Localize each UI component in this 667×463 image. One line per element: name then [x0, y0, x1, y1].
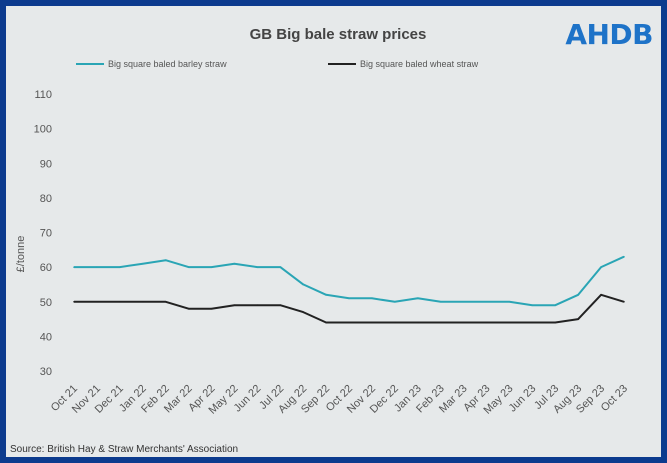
data-point: [416, 321, 419, 324]
y-axis-label: £/tonne: [15, 236, 27, 273]
data-point: [623, 300, 625, 303]
data-point: [256, 266, 259, 268]
y-tick-label: 30: [40, 366, 52, 378]
ahdb-logo: AHDB: [565, 18, 653, 51]
line-chart: GB Big bale straw prices Big square bale…: [15, 26, 630, 417]
data-point: [508, 321, 511, 324]
data-point: [325, 321, 327, 324]
legend: Big square baled barley straw Big square …: [76, 59, 479, 69]
y-tick-label: 40: [40, 331, 52, 343]
data-point: [371, 297, 373, 300]
y-tick-label: 100: [34, 124, 52, 136]
data-point: [187, 307, 190, 310]
data-point: [233, 262, 236, 265]
data-point: [485, 321, 488, 324]
y-axis: 30 40 50 60 70 80 90 100 110: [34, 89, 52, 378]
data-point: [302, 311, 304, 313]
data-point: [164, 259, 167, 261]
data-point: [531, 304, 534, 307]
y-tick-label: 50: [40, 297, 52, 309]
source-note: Source: British Hay & Straw Merchants' A…: [10, 444, 239, 455]
data-point: [439, 300, 442, 303]
data-point: [600, 266, 602, 268]
data-point: [210, 307, 213, 310]
data-point: [600, 294, 602, 296]
x-tick-label: Oct 23: [599, 383, 630, 414]
data-point: [394, 321, 396, 324]
data-point: [577, 318, 579, 320]
data-point: [73, 266, 75, 268]
data-point: [348, 321, 350, 324]
data-point: [577, 294, 579, 296]
data-point: [371, 321, 373, 324]
chart-card: GB Big bale straw prices Big square bale…: [6, 6, 661, 457]
data-point: [187, 266, 190, 268]
data-point: [531, 321, 534, 324]
legend-label: Big square baled barley straw: [108, 59, 227, 69]
y-tick-label: 90: [40, 158, 52, 170]
y-tick-label: 70: [40, 228, 52, 240]
data-point: [416, 297, 419, 300]
chart-title: GB Big bale straw prices: [250, 26, 427, 43]
data-point: [348, 297, 350, 300]
y-tick-label: 110: [34, 89, 52, 101]
data-point: [623, 255, 625, 258]
data-point: [119, 266, 121, 268]
data-point: [325, 294, 327, 296]
data-point: [210, 266, 213, 268]
data-point: [439, 321, 442, 324]
data-point: [554, 304, 557, 307]
data-point: [462, 321, 465, 324]
data-point: [256, 304, 259, 307]
legend-label: Big square baled wheat straw: [360, 59, 479, 69]
data-point: [279, 266, 282, 268]
data-point: [164, 300, 167, 303]
data-point: [73, 300, 75, 303]
data-point: [462, 300, 465, 303]
data-point: [233, 304, 236, 307]
data-point: [302, 283, 304, 286]
data-point: [279, 304, 282, 307]
y-tick-label: 60: [40, 262, 52, 274]
data-point: [141, 300, 144, 303]
data-point: [96, 266, 98, 268]
data-point: [485, 300, 488, 303]
data-point: [554, 321, 557, 324]
data-point: [508, 300, 511, 303]
data-point: [96, 300, 98, 303]
y-tick-label: 80: [40, 193, 52, 205]
plot-area: [73, 255, 625, 324]
data-point: [119, 300, 121, 303]
data-point: [141, 262, 144, 265]
data-point: [394, 300, 396, 303]
